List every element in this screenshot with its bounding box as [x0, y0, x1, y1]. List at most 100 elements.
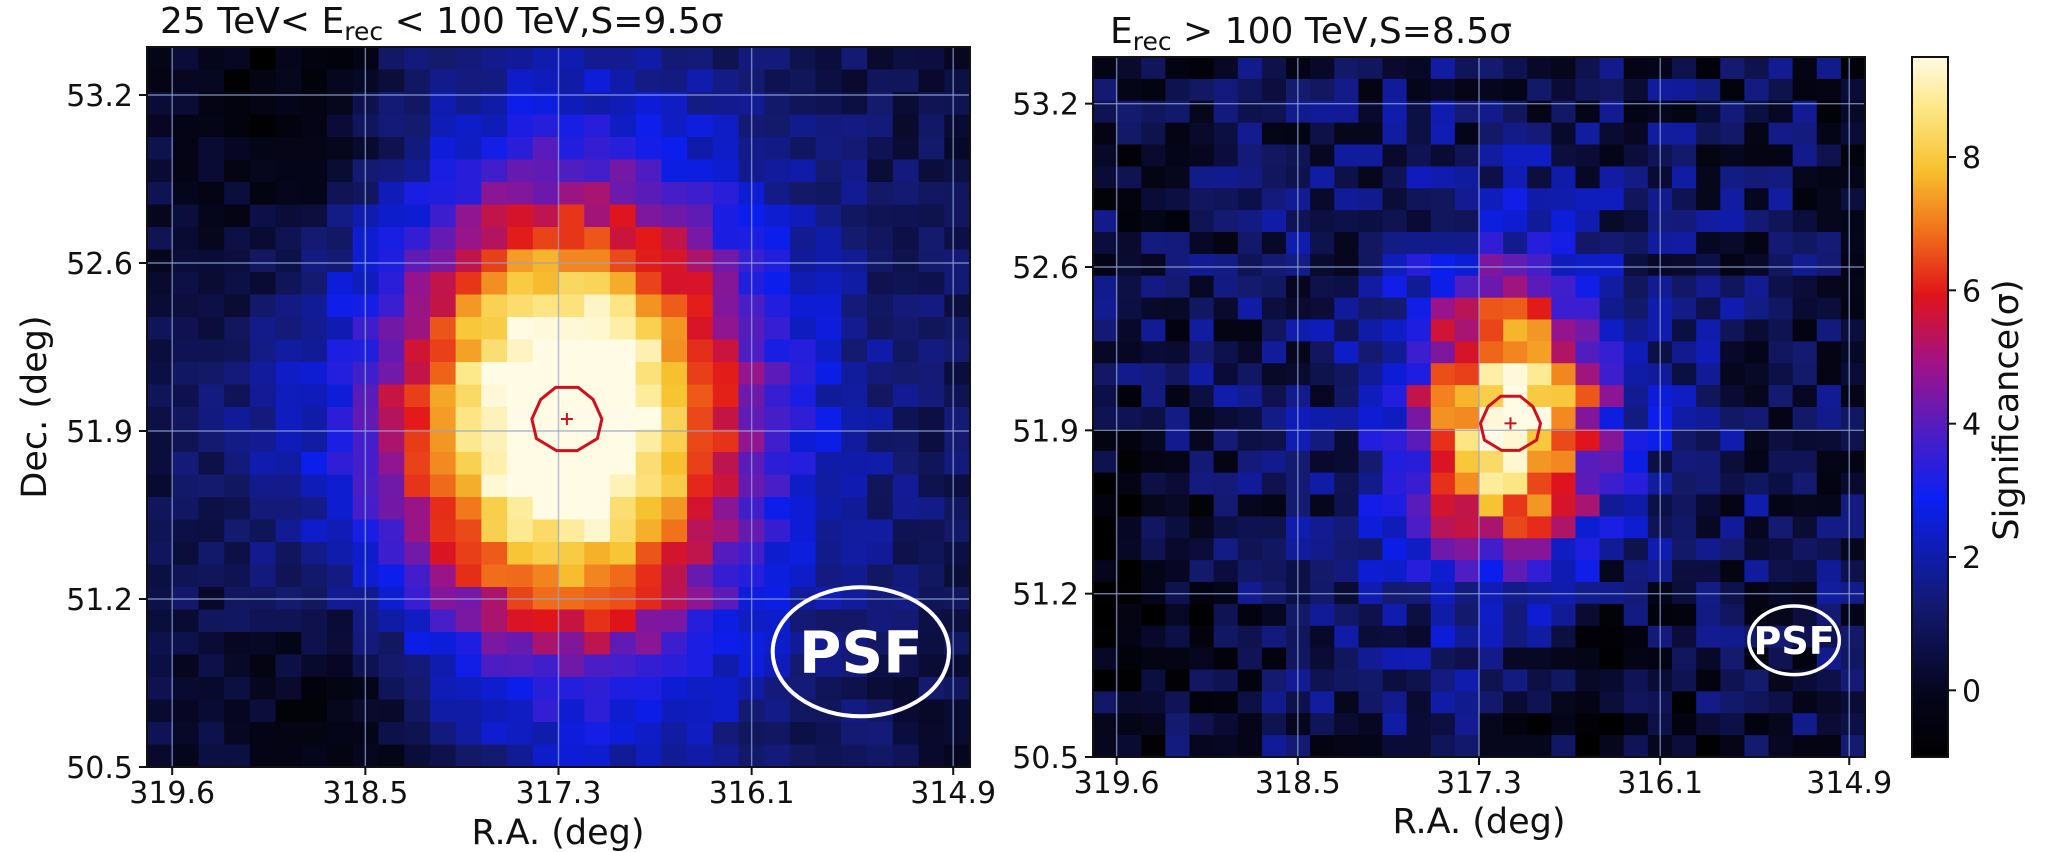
- heatmap-cell: [1575, 428, 1601, 452]
- heatmap-cell: [1792, 625, 1818, 649]
- heatmap-cell: [1672, 450, 1697, 474]
- heatmap-cell: [892, 497, 920, 521]
- heatmap-cell: [224, 474, 251, 498]
- heatmap-cell: [1310, 407, 1335, 430]
- heatmap-cell: [1358, 275, 1384, 299]
- heatmap-cell: [1503, 516, 1528, 539]
- heatmap-cell: [275, 137, 302, 161]
- heatmap-cell: [1334, 144, 1359, 167]
- heatmap-cell: [275, 204, 302, 228]
- heatmap-cell: [944, 609, 971, 633]
- heatmap-cell: [841, 542, 868, 566]
- heatmap-cell: [455, 47, 482, 71]
- heatmap-cell: [1334, 341, 1359, 364]
- heatmap-cell: [1479, 341, 1504, 364]
- heatmap-cell: [1551, 122, 1577, 146]
- heatmap-cell: [1261, 450, 1287, 474]
- heatmap-cell: [507, 137, 534, 161]
- heatmap-cell: [867, 609, 894, 633]
- heatmap-cell: [1141, 603, 1166, 627]
- heatmap-cell: [249, 339, 277, 363]
- heatmap-cell: [1093, 472, 1118, 496]
- heatmap-cell: [172, 699, 200, 723]
- heatmap-cell: [609, 564, 637, 588]
- heatmap-cell: [1672, 669, 1697, 692]
- heatmap-cell: [687, 452, 714, 476]
- heatmap-cell: [584, 722, 611, 746]
- heatmap-cell: [841, 272, 868, 296]
- heatmap-cell: [918, 69, 945, 93]
- heatmap-cell: [609, 384, 637, 408]
- heatmap-cell: [1768, 450, 1794, 474]
- heatmap-cell: [1575, 275, 1601, 299]
- heatmap-cell: [172, 407, 200, 431]
- heatmap-cell: [1816, 144, 1842, 167]
- heatmap-cell: [789, 204, 817, 228]
- heatmap-cell: [1141, 713, 1166, 736]
- heatmap-cell: [1382, 407, 1408, 430]
- heatmap-cell: [1840, 232, 1866, 255]
- heatmap-cell: [1840, 385, 1866, 408]
- heatmap-cell: [1527, 538, 1552, 561]
- heatmap-cell: [1430, 735, 1456, 758]
- heatmap-cell: [507, 249, 534, 273]
- heatmap-cell: [1430, 625, 1456, 649]
- heatmap-cell: [584, 744, 611, 768]
- heatmap-cell: [635, 722, 662, 746]
- heatmap-cell: [404, 339, 431, 363]
- heatmap-cell: [1406, 275, 1432, 299]
- colorbar-label: Significance(σ): [1987, 279, 2027, 540]
- heatmap-cell: [481, 227, 508, 251]
- heatmap-cell: [584, 542, 611, 566]
- heatmap-cell: [455, 699, 482, 723]
- heatmap-cell: [1141, 78, 1166, 102]
- heatmap-cell: [455, 137, 482, 161]
- heatmap-cell: [1213, 450, 1239, 474]
- heatmap-cell: [944, 452, 971, 476]
- heatmap-cell: [1479, 166, 1504, 189]
- heatmap-cell: [455, 204, 482, 228]
- heatmap-cell: [1479, 450, 1504, 474]
- heatmap-cell: [172, 317, 200, 341]
- heatmap-cell: [275, 497, 302, 521]
- heatmap-cell: [1261, 385, 1287, 408]
- heatmap-cell: [1117, 735, 1142, 758]
- heatmap-cell: [378, 542, 405, 566]
- heatmap-cell: [507, 542, 534, 566]
- heatmap-cell: [712, 722, 740, 746]
- heatmap-cell: [1551, 100, 1577, 124]
- heatmap-cell: [378, 159, 405, 183]
- heatmap-cell: [1189, 603, 1215, 627]
- heatmap-cell: [918, 429, 945, 453]
- heatmap-cell: [224, 227, 251, 251]
- heatmap-cell: [224, 564, 251, 588]
- heatmap-cell: [1575, 450, 1601, 474]
- heatmap-cell: [635, 272, 662, 296]
- heatmap-cell: [789, 497, 817, 521]
- heatmap-cell: [1261, 494, 1287, 517]
- y-tick-label: 51.2: [1012, 578, 1079, 613]
- heatmap-cell: [1141, 538, 1166, 561]
- heatmap-cell: [558, 249, 585, 273]
- right-panel-title: Erec > 100 TeV,S=8.5σ: [1110, 11, 1512, 56]
- heatmap-cell: [1816, 253, 1842, 277]
- heatmap-cell: [1816, 122, 1842, 146]
- heatmap-cell: [1093, 494, 1118, 517]
- heatmap-cell: [1696, 319, 1721, 342]
- heatmap-cell: [532, 542, 560, 566]
- heatmap-cell: [1358, 100, 1384, 124]
- heatmap-cell: [172, 519, 200, 543]
- heatmap-cell: [661, 654, 688, 678]
- heatmap-cell: [1840, 100, 1866, 124]
- heatmap-cell: [841, 69, 868, 93]
- heatmap-cell: [1382, 472, 1408, 496]
- heatmap-cell: [1237, 560, 1263, 583]
- heatmap-cell: [172, 744, 200, 768]
- heatmap-cell: [1406, 560, 1432, 583]
- heatmap-cell: [275, 542, 302, 566]
- heatmap-cell: [661, 407, 688, 431]
- heatmap-cell: [558, 204, 585, 228]
- heatmap-cell: [301, 632, 328, 656]
- heatmap-cell: [1840, 319, 1866, 342]
- heatmap-cell: [455, 227, 482, 251]
